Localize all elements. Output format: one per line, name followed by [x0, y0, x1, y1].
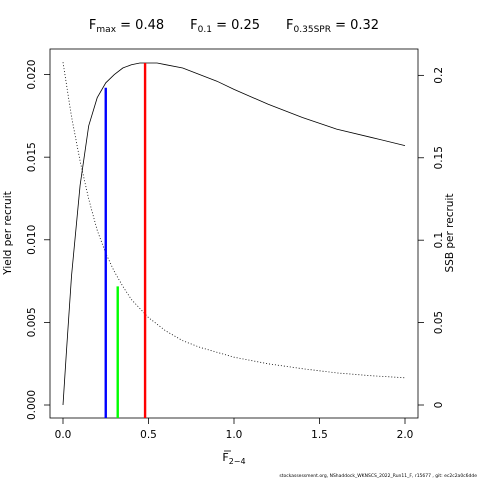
y-right-tick-label: 0.15 [433, 146, 445, 169]
y-left-tick-label: 0.010 [26, 225, 38, 255]
y-axis-label-left: Yield per recruit [2, 191, 14, 275]
ssb-per-recruit-line [62, 62, 406, 379]
x-tick-label: 1.0 [226, 429, 243, 441]
x-tick-label: 0.0 [55, 429, 72, 441]
chart-title: Fmax = 0.48 F0.1 = 0.25 F0.35SPR = 0.32 [89, 18, 379, 35]
y-right-tick-label: 0.05 [433, 311, 445, 334]
y-left-tick-label: 0.000 [26, 390, 38, 420]
x-tick-label: 0.5 [140, 429, 157, 441]
y-axis-label-right: SSB per recruit [444, 194, 456, 273]
x-tick-label: 2.0 [397, 429, 414, 441]
y-left-tick-label: 0.005 [26, 307, 38, 337]
y-right-tick-label: 0.1 [433, 232, 445, 249]
x-axis-label: F2−4 [222, 450, 246, 466]
x-tick-label: 1.5 [311, 429, 328, 441]
footer-note: stockassessment.org, NShaddock_WKNSCS_20… [279, 474, 477, 479]
y-left-tick-label: 0.015 [26, 142, 38, 172]
y-right-tick-label: 0.2 [433, 67, 445, 84]
y-left-tick-label: 0.020 [26, 60, 38, 90]
svg-text:F2−4: F2−4 [222, 451, 245, 466]
yield-per-recruit-line [62, 62, 406, 406]
y-right-tick-label: 0 [433, 402, 445, 409]
